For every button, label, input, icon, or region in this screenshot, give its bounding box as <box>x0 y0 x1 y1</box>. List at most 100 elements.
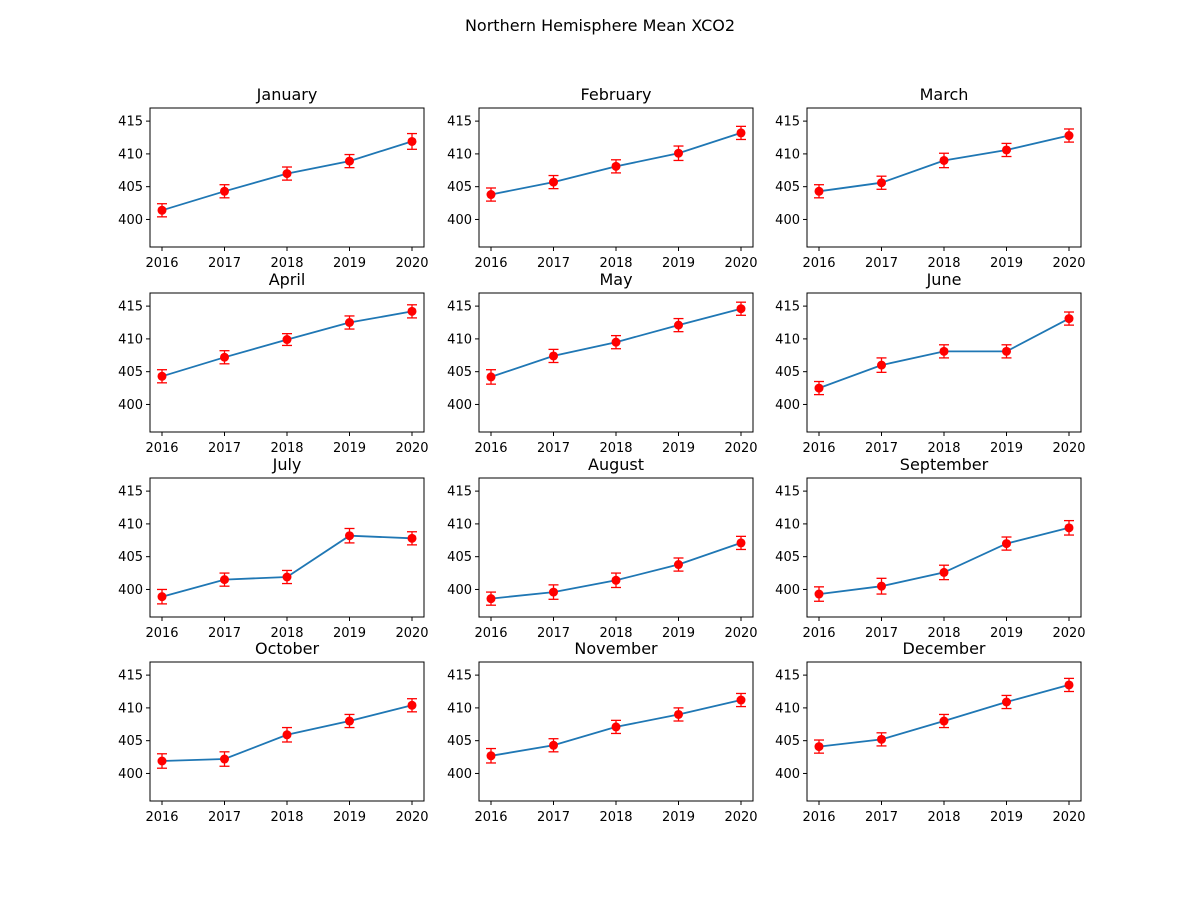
x-tick-label: 2020 <box>1052 441 1085 456</box>
y-tick-label: 415 <box>118 300 143 315</box>
y-tick-label: 410 <box>118 332 143 347</box>
x-tick-label: 2017 <box>208 626 241 641</box>
y-tick-label: 400 <box>775 398 800 413</box>
subplot-title: December <box>903 639 986 658</box>
x-tick-label: 2016 <box>474 441 507 456</box>
subplot-title: July <box>272 455 302 474</box>
y-tick-label: 410 <box>118 701 143 716</box>
y-tick-label: 405 <box>118 180 143 195</box>
y-tick-label: 400 <box>775 583 800 598</box>
data-point <box>1002 697 1011 707</box>
y-tick-label: 415 <box>775 669 800 684</box>
x-tick-label: 2020 <box>724 810 757 825</box>
y-tick-label: 400 <box>118 398 143 413</box>
x-tick-label: 2020 <box>395 626 428 641</box>
data-point <box>157 592 167 602</box>
data-point <box>814 186 824 196</box>
y-tick-label: 410 <box>447 701 472 716</box>
x-tick-label: 2019 <box>662 256 695 271</box>
x-tick-label: 2018 <box>270 441 303 456</box>
y-tick-label: 410 <box>118 517 143 532</box>
y-tick-label: 405 <box>775 734 800 749</box>
data-point <box>1002 145 1011 155</box>
y-tick-label: 405 <box>118 550 143 565</box>
x-tick-label: 2016 <box>802 626 835 641</box>
data-point <box>674 320 683 330</box>
subplot-april: April 400 405 410 415 2016 2017 2018 2019 2020 <box>118 270 428 456</box>
x-tick-label: 2017 <box>865 256 898 271</box>
x-tick-label: 2019 <box>333 810 366 825</box>
data-point <box>674 560 683 570</box>
y-tick-label: 410 <box>447 517 472 532</box>
x-tick-label: 2020 <box>1052 256 1085 271</box>
data-point <box>157 371 167 381</box>
data-point <box>282 730 292 740</box>
x-tick-label: 2016 <box>474 626 507 641</box>
subplot-title: October <box>255 639 319 658</box>
x-tick-label: 2018 <box>927 626 960 641</box>
data-point <box>486 190 496 200</box>
subplot-title: February <box>581 85 652 104</box>
x-tick-label: 2020 <box>395 256 428 271</box>
x-tick-label: 2016 <box>145 441 178 456</box>
y-tick-label: 405 <box>775 365 800 380</box>
data-point <box>1064 680 1074 690</box>
y-tick-label: 415 <box>118 485 143 500</box>
y-tick-label: 405 <box>447 550 472 565</box>
x-tick-label: 2017 <box>537 441 570 456</box>
x-tick-label: 2016 <box>802 441 835 456</box>
subplot-march: March 400 405 410 415 2016 2017 2018 2019 2020 <box>775 85 1085 271</box>
data-point <box>814 383 824 393</box>
y-tick-label: 415 <box>775 485 800 500</box>
x-tick-label: 2019 <box>662 810 695 825</box>
subplot-october: October 400 405 410 415 2016 2017 2018 2019 2020 <box>118 639 428 825</box>
subplot-title: January <box>256 85 318 104</box>
y-tick-label: 415 <box>447 669 472 684</box>
data-point <box>157 205 167 215</box>
data-point <box>1064 523 1074 533</box>
y-tick-label: 410 <box>447 147 472 162</box>
x-tick-label: 2016 <box>474 256 507 271</box>
data-point <box>549 587 558 597</box>
x-tick-label: 2017 <box>208 810 241 825</box>
subplot-may: May 400 405 410 415 2016 2017 2018 2019 2020 <box>447 270 757 456</box>
subplot-june: June 400 405 410 415 2016 2017 2018 2019 2020 <box>775 270 1085 456</box>
data-point <box>282 169 292 179</box>
data-point <box>939 716 949 726</box>
y-tick-label: 415 <box>447 485 472 500</box>
subplot-august: August 400 405 410 415 2016 2017 2018 2019 2020 <box>447 455 757 641</box>
x-tick-label: 2019 <box>662 626 695 641</box>
data-point <box>220 186 229 196</box>
data-point <box>345 716 354 726</box>
data-point <box>939 155 949 165</box>
data-point <box>282 335 292 345</box>
data-point <box>877 360 886 370</box>
x-tick-label: 2020 <box>395 441 428 456</box>
y-tick-label: 400 <box>447 583 472 598</box>
subplot-title: November <box>574 639 658 658</box>
data-point <box>611 722 621 732</box>
subplot-december: December 400 405 410 415 2016 2017 2018 2019 2020 <box>775 639 1085 825</box>
subplot-november: November 400 405 410 415 2016 2017 2018 2019 2020 <box>447 639 757 825</box>
data-point <box>611 575 621 585</box>
y-tick-label: 400 <box>447 767 472 782</box>
data-point <box>407 306 417 316</box>
y-tick-label: 410 <box>775 701 800 716</box>
y-tick-label: 400 <box>447 213 472 228</box>
data-point <box>736 695 746 705</box>
y-tick-label: 405 <box>775 180 800 195</box>
data-point <box>877 581 886 591</box>
x-tick-label: 2019 <box>990 256 1023 271</box>
x-tick-label: 2016 <box>145 256 178 271</box>
subplot-july: July 400 405 410 415 2016 2017 2018 2019 2020 <box>118 455 428 641</box>
x-tick-label: 2017 <box>537 256 570 271</box>
y-tick-label: 410 <box>775 147 800 162</box>
data-point <box>814 589 824 599</box>
x-tick-label: 2018 <box>270 626 303 641</box>
data-point <box>486 751 496 761</box>
data-point <box>282 572 292 582</box>
y-tick-label: 415 <box>447 300 472 315</box>
x-tick-label: 2018 <box>599 256 632 271</box>
data-point <box>549 177 558 187</box>
